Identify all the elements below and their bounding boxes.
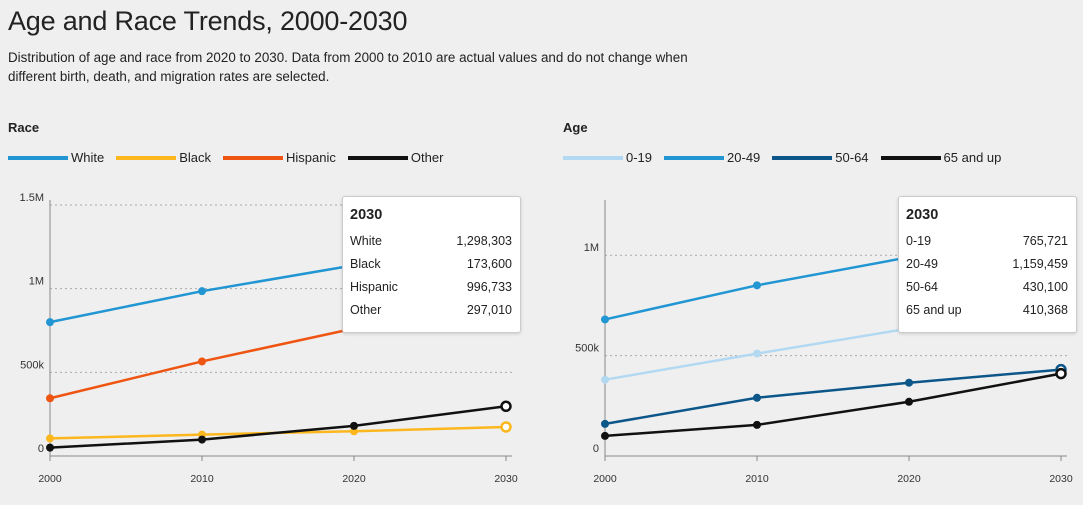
data-point-hispanic[interactable]	[46, 394, 54, 403]
race-tooltip-title: 2030	[350, 207, 383, 223]
x-tick-label: 2010	[745, 473, 769, 485]
legend-swatch-20-49	[664, 155, 725, 160]
data-point-white[interactable]	[46, 318, 54, 327]
y-tick-label: 0	[38, 443, 44, 455]
race-tooltip-row: White 1,298,303	[350, 234, 512, 257]
age-chart-title: Age	[563, 120, 588, 135]
legend-label-hispanic: Hispanic	[286, 150, 336, 165]
race-tooltip: 2030 White 1,298,303 Black 173,600 Hispa…	[342, 196, 521, 333]
race-legend: White Black Hispanic Other	[8, 150, 455, 165]
data-point-65-and-up[interactable]	[905, 397, 913, 406]
legend-label-20-49: 20-49	[727, 150, 761, 165]
legend-item-65-and-up[interactable]: 65 and up	[880, 150, 1014, 165]
y-tick-label: 500k	[20, 359, 44, 371]
data-point-black[interactable]	[500, 421, 512, 433]
age-tooltip-value: 1,159,459	[1012, 257, 1068, 271]
race-tooltip-value: 1,298,303	[456, 234, 512, 248]
x-tick-label: 2000	[38, 473, 62, 485]
legend-label-white: White	[71, 150, 105, 165]
legend-item-50-64[interactable]: 50-64	[772, 150, 880, 165]
race-tooltip-label: Other	[350, 303, 382, 317]
y-tick-label: 500k	[575, 343, 599, 355]
data-point-65-and-up[interactable]	[601, 431, 609, 440]
legend-swatch-black	[116, 155, 177, 160]
age-legend: 0-19 20-49 50-64 65 and up	[563, 150, 1013, 165]
age-tooltip-value: 430,100	[1022, 280, 1068, 294]
age-tooltip-label: 65 and up	[906, 303, 962, 317]
data-point-50-64[interactable]	[905, 378, 913, 387]
data-point-50-64[interactable]	[601, 419, 609, 428]
legend-item-hispanic[interactable]: Hispanic	[223, 150, 348, 165]
race-tooltip-row: Hispanic 996,733	[350, 280, 512, 303]
series-line-50-64	[604, 368, 1062, 426]
race-tooltip-row: Black 173,600	[350, 257, 512, 280]
data-point-other[interactable]	[198, 435, 206, 444]
race-tooltip-value: 173,600	[466, 257, 512, 271]
age-tooltip-label: 50-64	[906, 280, 938, 294]
legend-label-50-64: 50-64	[835, 150, 869, 165]
series-line-other	[49, 405, 507, 449]
legend-label-65-and-up: 65 and up	[943, 150, 1002, 165]
x-tick-label: 2010	[190, 473, 214, 485]
age-tooltip-label: 0-19	[906, 234, 932, 248]
race-tooltip-label: White	[350, 234, 382, 248]
x-tick-label: 2020	[342, 473, 366, 485]
data-point-other[interactable]	[46, 443, 54, 452]
data-point-20-49[interactable]	[601, 315, 609, 324]
race-tooltip-value: 297,010	[466, 303, 512, 317]
x-tick-label: 2000	[593, 473, 617, 485]
y-tick-label: 0	[593, 443, 599, 455]
age-tooltip-title: 2030	[906, 207, 939, 223]
age-tooltip-row: 20-49 1,159,459	[906, 257, 1068, 280]
race-tooltip-row: Other 297,010	[350, 303, 512, 326]
legend-label-0-19: 0-19	[626, 150, 653, 165]
legend-swatch-white	[8, 155, 68, 160]
data-point-white[interactable]	[198, 287, 206, 296]
race-tooltip-label: Hispanic	[350, 280, 398, 294]
legend-swatch-other	[347, 155, 408, 160]
legend-label-black: Black	[179, 150, 212, 165]
legend-swatch-50-64	[772, 155, 833, 160]
data-point-other[interactable]	[350, 421, 358, 430]
legend-swatch-hispanic	[223, 155, 284, 160]
y-tick-label: 1.5M	[20, 192, 44, 204]
legend-swatch-0-19	[563, 155, 623, 160]
legend-item-other[interactable]: Other	[347, 150, 456, 165]
legend-item-white[interactable]: White	[8, 150, 116, 165]
data-point-black[interactable]	[46, 434, 54, 443]
data-point-hispanic[interactable]	[198, 357, 206, 366]
age-tooltip: 2030 0-19 765,721 20-49 1,159,459 50-64 …	[898, 196, 1077, 333]
age-chart-panel: Age 0-19 20-49 50-64 65 and up 0 500k 1M 20…	[555, 118, 1077, 505]
race-tooltip-value: 996,733	[466, 280, 512, 294]
data-point-50-64[interactable]	[753, 393, 761, 402]
series-line-65-and-up	[604, 372, 1062, 438]
data-point-65-and-up[interactable]	[1055, 367, 1067, 380]
data-point-0-19[interactable]	[753, 349, 761, 358]
x-tick-label: 2030	[1049, 473, 1073, 485]
age-tooltip-value: 765,721	[1022, 234, 1068, 248]
age-tooltip-row: 65 and up 410,368	[906, 303, 1068, 326]
page-title: Age and Race Trends, 2000-2030	[8, 6, 408, 36]
data-point-other[interactable]	[500, 400, 512, 413]
x-tick-label: 2030	[494, 473, 518, 485]
age-tooltip-label: 20-49	[906, 257, 938, 271]
race-tooltip-label: Black	[350, 257, 381, 271]
data-point-20-49[interactable]	[753, 281, 761, 290]
legend-item-black[interactable]: Black	[116, 150, 223, 165]
age-tooltip-row: 50-64 430,100	[906, 280, 1068, 303]
legend-swatch-65-and-up	[880, 155, 941, 160]
x-tick-label: 2020	[897, 473, 921, 485]
page-subtitle: Distribution of age and race from 2020 t…	[8, 50, 688, 84]
legend-item-20-49[interactable]: 20-49	[664, 150, 772, 165]
legend-item-0-19[interactable]: 0-19	[563, 150, 664, 165]
race-chart-panel: Race White Black Hispanic Other 0 500k 1M 1…	[0, 118, 521, 505]
race-chart-title: Race	[8, 120, 40, 135]
age-tooltip-row: 0-19 765,721	[906, 234, 1068, 257]
y-tick-label: 1M	[584, 242, 599, 254]
data-point-65-and-up[interactable]	[753, 420, 761, 429]
data-point-0-19[interactable]	[601, 375, 609, 384]
y-tick-label: 1M	[29, 276, 44, 288]
legend-label-other: Other	[410, 150, 444, 165]
age-tooltip-value: 410,368	[1022, 303, 1068, 317]
